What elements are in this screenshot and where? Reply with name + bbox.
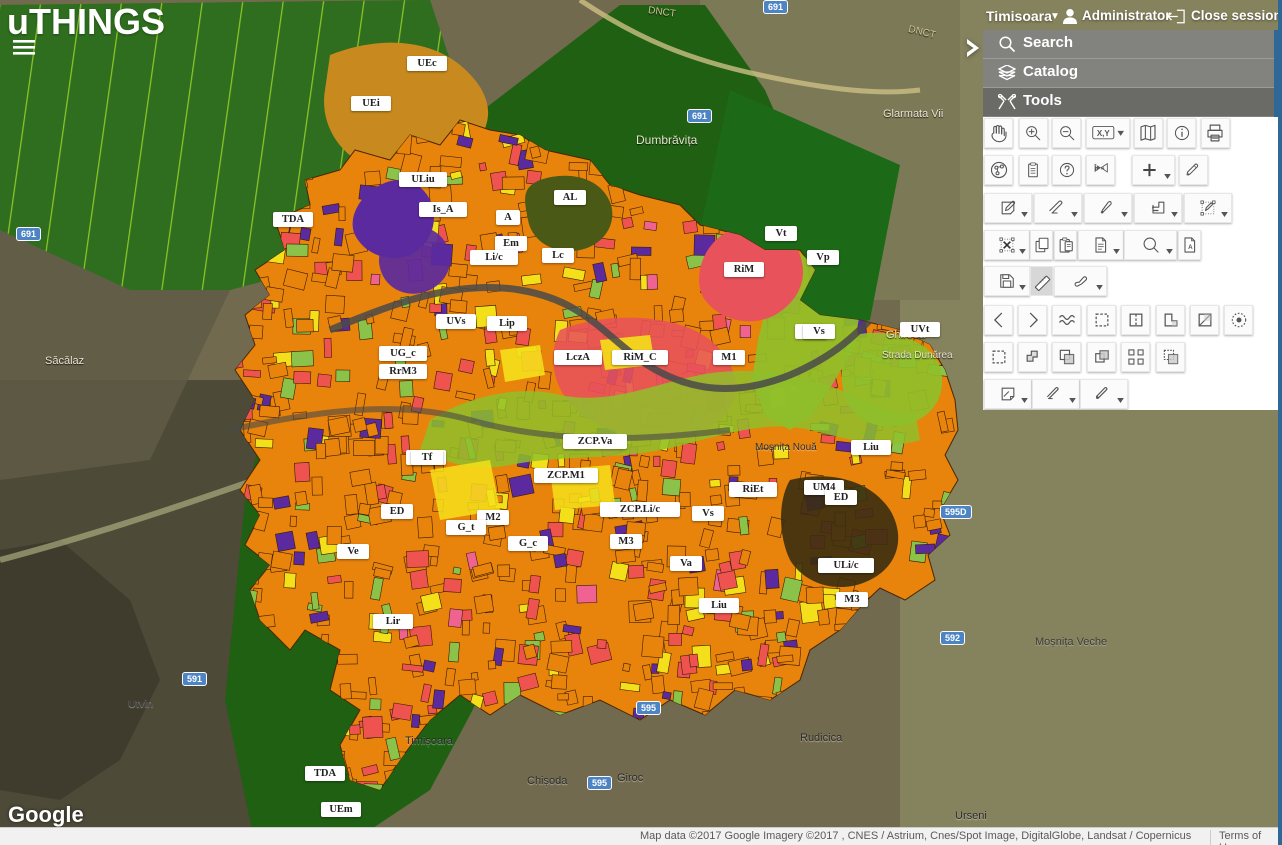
svg-text:A: A bbox=[1188, 244, 1193, 251]
svg-text:A: A bbox=[1100, 166, 1104, 172]
svg-text:X,Y: X,Y bbox=[1097, 129, 1111, 138]
